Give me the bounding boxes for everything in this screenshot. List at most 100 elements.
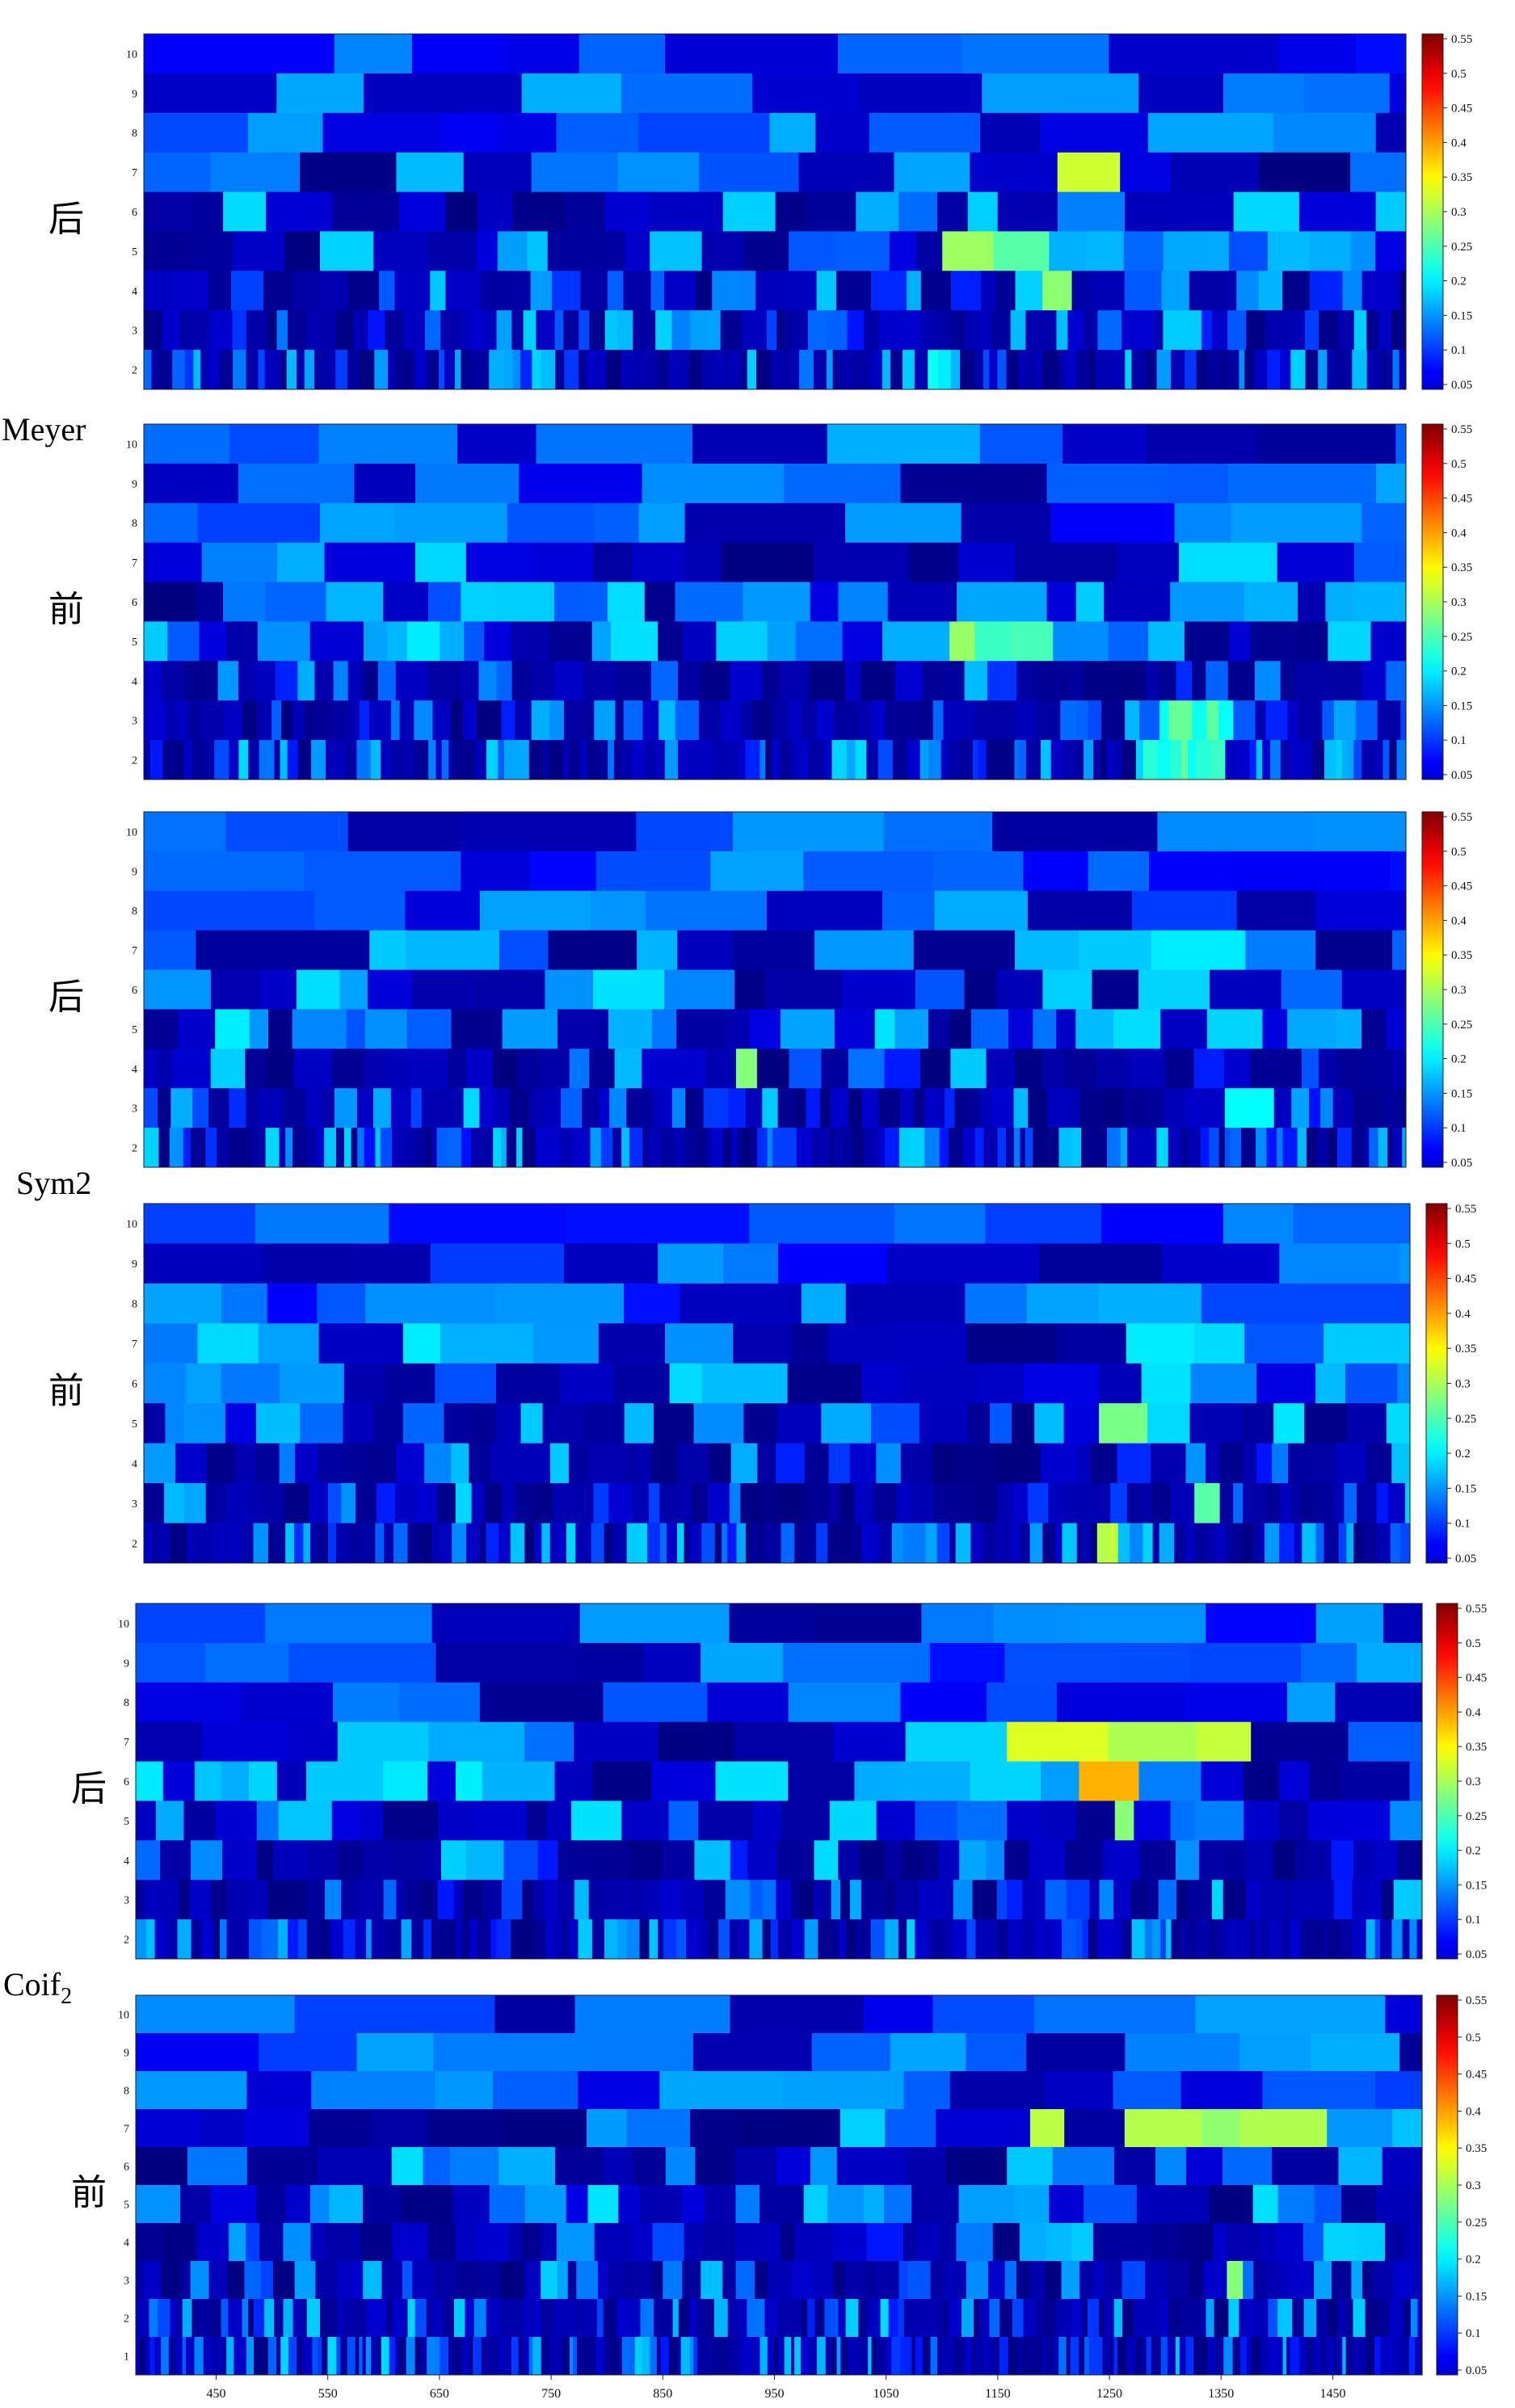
heatmap-cell xyxy=(1075,1009,1114,1049)
heatmap-cell xyxy=(974,350,984,390)
heatmap-cell xyxy=(336,310,355,351)
heatmap-cell xyxy=(645,740,654,780)
heatmap-cell xyxy=(911,2337,916,2376)
heatmap-cell xyxy=(402,310,426,351)
heatmap-cell xyxy=(421,1088,442,1128)
heatmap-cell xyxy=(1336,740,1343,780)
heatmap-cell xyxy=(318,2147,393,2186)
heatmap-cell xyxy=(1022,1880,1046,1920)
heatmap-cell xyxy=(545,969,594,1010)
heatmap-cell xyxy=(587,350,594,390)
heatmap-cell xyxy=(1104,2261,1123,2300)
heatmap-cell xyxy=(1281,969,1343,1010)
heatmap-cell xyxy=(598,1323,666,1364)
heatmap-cell xyxy=(722,191,776,232)
heatmap-cell xyxy=(1062,1523,1078,1564)
heatmap-cell xyxy=(394,350,406,390)
heatmap-cell xyxy=(997,1483,1012,1523)
heatmap-cell xyxy=(456,2337,462,2376)
colorbar-tick-label: 0.35 xyxy=(1451,561,1472,574)
heatmap-cell xyxy=(562,2337,570,2376)
heatmap-cell xyxy=(780,1009,835,1049)
heatmap-cell xyxy=(1266,1128,1277,1168)
heatmap-cell xyxy=(1092,2223,1122,2262)
heatmap-cell xyxy=(734,2337,739,2376)
heatmap-cell xyxy=(334,34,413,74)
panel-side-label: 后 xyxy=(48,199,84,240)
heatmap-cell xyxy=(1116,542,1180,582)
heatmap-cell xyxy=(394,1483,418,1523)
heatmap-cell xyxy=(1063,424,1147,464)
heatmap-cell xyxy=(545,1919,556,1960)
heatmap-cell xyxy=(258,621,311,662)
heatmap-cell xyxy=(1187,740,1197,780)
heatmap-cell xyxy=(465,2299,475,2338)
heatmap-cell xyxy=(428,231,478,271)
heatmap-cell xyxy=(1268,2299,1278,2338)
heatmap-cell xyxy=(264,2299,275,2338)
heatmap-cell xyxy=(1273,2337,1278,2376)
heatmap-cell xyxy=(348,1523,362,1564)
heatmap-cell xyxy=(1397,1840,1423,1881)
colorbar-tick-label: 0.15 xyxy=(1451,1087,1472,1100)
panel-side-label: 后 xyxy=(48,977,84,1018)
heatmap-cell xyxy=(1327,2337,1334,2376)
heatmap-cell xyxy=(730,1483,741,1523)
heatmap-cell xyxy=(885,1840,903,1881)
heatmap-cell xyxy=(1391,2337,1399,2376)
heatmap-cell xyxy=(1353,1523,1363,1564)
heatmap-cell xyxy=(987,661,1017,701)
heatmap-cell xyxy=(1118,1642,1190,1683)
heatmap-cell xyxy=(1361,740,1377,780)
heatmap-cell xyxy=(675,1483,692,1523)
heatmap-cell xyxy=(398,2337,407,2376)
heatmap-cell xyxy=(1304,310,1319,351)
heatmap-cell xyxy=(281,700,293,741)
heatmap-cell xyxy=(223,582,266,622)
heatmap-cell xyxy=(998,1919,1009,1960)
heatmap-cell xyxy=(558,1840,595,1881)
heatmap-cell xyxy=(621,350,635,390)
heatmap-cell xyxy=(1410,1880,1423,1920)
heatmap-cell xyxy=(234,2337,239,2376)
heatmap-cell xyxy=(937,191,969,232)
heatmap-cell xyxy=(402,1323,441,1364)
heatmap-cell xyxy=(1045,2261,1063,2300)
heatmap-cell xyxy=(1064,1049,1097,1089)
heatmap-cell xyxy=(999,2299,1013,2338)
heatmap-cell xyxy=(1415,2337,1422,2376)
heatmap-cell xyxy=(276,1761,307,1801)
heatmap-cell xyxy=(725,350,732,390)
heatmap-cell xyxy=(1042,271,1073,311)
heatmap-cell xyxy=(845,2299,859,2338)
heatmap-cell xyxy=(1208,1919,1222,1960)
heatmap-cell xyxy=(882,350,891,390)
heatmap-cell xyxy=(1171,1919,1183,1960)
heatmap-cell xyxy=(1249,740,1257,780)
heatmap-cell xyxy=(419,1880,439,1920)
heatmap-cell xyxy=(1363,1128,1370,1168)
heatmap-cell xyxy=(542,740,550,780)
heatmap-cell xyxy=(1025,1919,1036,1960)
heatmap-cell xyxy=(970,1523,985,1564)
heatmap-cell xyxy=(1262,740,1271,780)
heatmap-cell xyxy=(675,700,700,741)
heatmap-cell xyxy=(791,2261,813,2300)
y-tick-label: 5 xyxy=(132,246,137,258)
heatmap-cell xyxy=(871,1403,920,1444)
heatmap-cell xyxy=(1276,2223,1304,2262)
heatmap-cell xyxy=(1076,1801,1116,1841)
heatmap-cell xyxy=(213,1523,228,1564)
heatmap-cell xyxy=(1120,1128,1128,1168)
heatmap-cell xyxy=(985,1204,1102,1244)
heatmap-cell xyxy=(136,2147,188,2186)
heatmap-cell xyxy=(276,310,288,351)
heatmap-cell xyxy=(427,2109,501,2148)
heatmap-cell xyxy=(924,1128,941,1168)
heatmap-cell xyxy=(949,621,975,662)
heatmap-cell xyxy=(1108,1721,1197,1762)
heatmap-cell xyxy=(931,310,950,351)
heatmap-cell xyxy=(516,1049,542,1089)
heatmap-cell xyxy=(246,1088,259,1128)
heatmap-cell xyxy=(448,1128,462,1168)
